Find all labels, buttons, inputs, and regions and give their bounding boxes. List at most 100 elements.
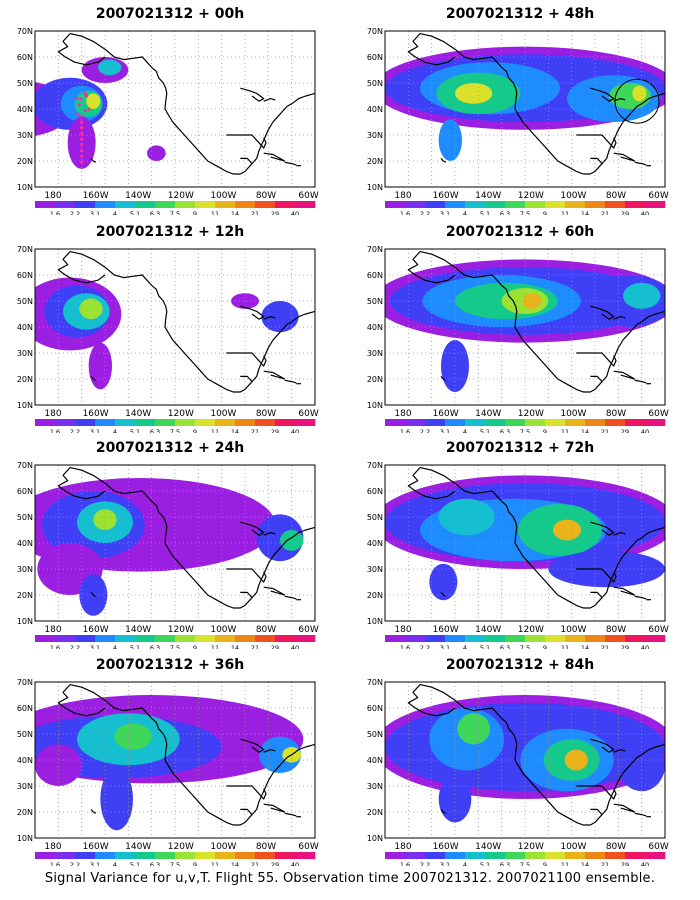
lat-label: 70N [17,678,33,687]
colorbar-swatch [505,419,526,426]
colorbar-label: 2.2 [420,644,430,649]
colorbar-swatch [55,201,76,208]
colorbar-swatch [295,635,316,642]
lat-label: 40N [17,323,33,332]
figure-caption: Signal Variance for u,v,T. Flight 55. Ob… [44,871,656,886]
colorbar-label: 6.3 [150,861,160,866]
lon-label: 100W [210,625,236,635]
colorbar-swatch [255,852,276,859]
colorbar-label: 1.6 [50,428,60,433]
colorbar-label: 3.1 [440,644,450,649]
coastline [407,684,665,826]
lon-label: 180 [44,191,61,201]
variance-contour [86,93,101,109]
colorbar-label: 3.1 [90,861,100,866]
lon-label: 100W [210,409,236,419]
lon-label: 80W [606,191,626,201]
colorbar-label: 14 [581,210,589,215]
variance-contour [455,83,493,104]
colorbar-label: 29 [621,428,629,433]
colorbar-swatch [255,635,276,642]
colorbar-label: 9 [193,644,197,649]
colorbar-label: 6.3 [500,210,510,215]
colorbar-label: 21 [251,861,259,866]
colorbar-swatch [405,201,426,208]
colorbar-swatch [585,635,606,642]
colorbar-swatch [425,852,446,859]
colorbar-swatch [195,419,216,426]
lon-label: 100W [210,842,236,852]
colorbar-label: 11 [561,210,569,215]
colorbar-label: 11 [561,644,569,649]
colorbar-label: 21 [601,210,609,215]
lat-label: 30N [367,131,383,140]
panel-title: 2007021312 + 00h [95,6,245,22]
colorbar-label: 40 [291,210,299,215]
lat-label: 60N [367,704,383,713]
colorbar-swatch [525,201,546,208]
lat-label: 50N [367,297,383,306]
lat-label: 40N [17,756,33,765]
lon-label: 180 [394,625,411,635]
colorbar-swatch [445,419,466,426]
colorbar-label: 40 [641,210,649,215]
lon-label: 180 [394,409,411,419]
colorbar-swatch [215,635,236,642]
colorbar-label: 7.5 [520,428,530,433]
colorbar-label: 9 [543,644,547,649]
coastline [407,33,665,175]
colorbar-swatch [645,419,666,426]
colorbar-swatch [525,419,546,426]
colorbar-swatch [405,635,426,642]
colorbar-label: 21 [601,428,609,433]
panel-title: 2007021312 + 72h [445,440,595,456]
variance-contour [457,713,490,745]
coastline [57,684,315,826]
colorbar-swatch [445,201,466,208]
colorbar-label: 3.1 [440,210,450,215]
colorbar-label: 21 [251,644,259,649]
colorbar-swatch [255,419,276,426]
colorbar-label: 7.5 [170,210,180,215]
colorbar-label: 4 [463,644,467,649]
flight-track-point [83,108,87,113]
lon-label: 120W [168,625,194,635]
lon-label: 160W [83,842,109,852]
lon-label: 180 [394,191,411,201]
colorbar-swatch [35,852,56,859]
colorbar-swatch [155,419,176,426]
variance-contour [553,519,581,541]
colorbar-label: 29 [271,210,279,215]
colorbar-label: 6.3 [150,428,160,433]
lon-label: 120W [168,842,194,852]
colorbar-swatch [385,852,406,859]
colorbar-swatch [35,201,56,208]
coastline [57,467,315,609]
colorbar-swatch [275,635,296,642]
variance-map: 70N 60N 50N 40N 30N 20N 10N 180 160W 140W 120W 100W… [17,461,319,649]
colorbar-swatch [385,635,406,642]
colorbar-label: 14 [231,861,239,866]
colorbar-label: 14 [231,644,239,649]
colorbar-swatch [295,419,316,426]
colorbar-swatch [565,852,586,859]
colorbar-swatch [175,201,196,208]
colorbar-swatch [35,419,56,426]
colorbar-swatch [75,852,96,859]
colorbar-swatch [425,201,446,208]
colorbar-label: 6.3 [150,644,160,649]
colorbar-label: 29 [621,861,629,866]
lon-label: 140W [125,191,151,201]
colorbar-label: 9 [193,861,197,866]
colorbar-label: 14 [231,428,239,433]
colorbar-swatch [405,419,426,426]
variance-map: 70N 60N 50N 40N 30N 20N 10N 180 160W 140W 120W 100W… [17,678,319,866]
lat-label: 60N [367,53,383,62]
colorbar-swatch [645,201,666,208]
colorbar-label: 3.1 [90,428,100,433]
colorbar-swatch [215,852,236,859]
lon-label: 120W [518,625,544,635]
flight-track-point [87,107,91,111]
colorbar-swatch [565,201,586,208]
colorbar-swatch [95,201,116,208]
